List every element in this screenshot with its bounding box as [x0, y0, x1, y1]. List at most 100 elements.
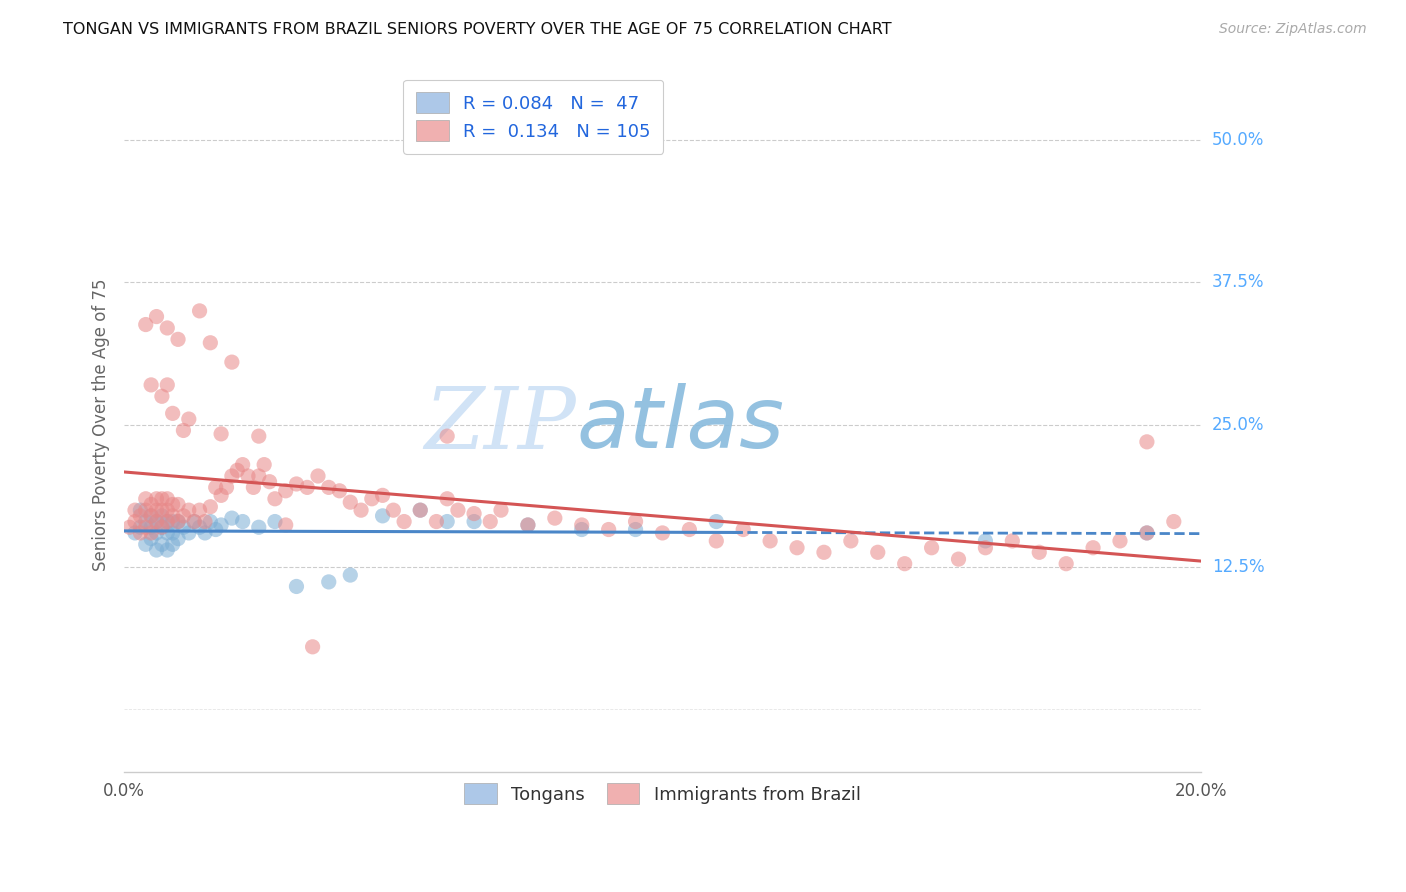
- Point: [129, 503, 152, 517]
- Point: [1163, 515, 1185, 529]
- Point: [839, 533, 862, 548]
- Point: [786, 541, 808, 555]
- Point: [893, 557, 915, 571]
- Point: [247, 520, 270, 534]
- Point: [479, 515, 502, 529]
- Point: [301, 640, 323, 654]
- Point: [425, 515, 447, 529]
- Point: [678, 523, 700, 537]
- Point: [274, 483, 297, 498]
- Text: atlas: atlas: [576, 384, 785, 467]
- Point: [156, 321, 179, 335]
- Point: [221, 355, 243, 369]
- Point: [150, 537, 173, 551]
- Point: [209, 518, 232, 533]
- Point: [177, 503, 200, 517]
- Point: [209, 426, 232, 441]
- Point: [162, 537, 184, 551]
- Point: [167, 515, 190, 529]
- Point: [135, 318, 157, 332]
- Point: [183, 515, 205, 529]
- Point: [162, 508, 184, 523]
- Point: [150, 520, 173, 534]
- Point: [318, 480, 340, 494]
- Point: [139, 508, 162, 523]
- Point: [1136, 525, 1159, 540]
- Point: [598, 523, 620, 537]
- Point: [516, 518, 538, 533]
- Point: [247, 429, 270, 443]
- Point: [409, 503, 432, 517]
- Point: [145, 503, 167, 517]
- Point: [544, 511, 567, 525]
- Point: [156, 543, 179, 558]
- Text: 25.0%: 25.0%: [1212, 416, 1264, 434]
- Point: [215, 480, 238, 494]
- Point: [339, 495, 361, 509]
- Point: [177, 412, 200, 426]
- Point: [274, 518, 297, 533]
- Point: [285, 477, 308, 491]
- Point: [242, 480, 264, 494]
- Point: [436, 429, 458, 443]
- Point: [156, 378, 179, 392]
- Point: [162, 498, 184, 512]
- Point: [129, 520, 152, 534]
- Point: [921, 541, 943, 555]
- Point: [124, 525, 146, 540]
- Point: [150, 503, 173, 517]
- Point: [129, 525, 152, 540]
- Text: TONGAN VS IMMIGRANTS FROM BRAZIL SENIORS POVERTY OVER THE AGE OF 75 CORRELATION : TONGAN VS IMMIGRANTS FROM BRAZIL SENIORS…: [63, 22, 891, 37]
- Point: [150, 491, 173, 506]
- Point: [232, 458, 254, 472]
- Point: [200, 500, 222, 514]
- Point: [1054, 557, 1077, 571]
- Point: [135, 491, 157, 506]
- Point: [139, 525, 162, 540]
- Point: [733, 523, 755, 537]
- Point: [463, 515, 485, 529]
- Point: [339, 568, 361, 582]
- Point: [1136, 525, 1159, 540]
- Point: [139, 378, 162, 392]
- Point: [948, 552, 970, 566]
- Point: [172, 508, 194, 523]
- Point: [145, 491, 167, 506]
- Point: [194, 515, 217, 529]
- Point: [436, 515, 458, 529]
- Point: [145, 525, 167, 540]
- Y-axis label: Seniors Poverty Over the Age of 75: Seniors Poverty Over the Age of 75: [93, 278, 110, 571]
- Point: [571, 518, 593, 533]
- Point: [124, 503, 146, 517]
- Point: [162, 406, 184, 420]
- Point: [447, 503, 470, 517]
- Point: [139, 498, 162, 512]
- Point: [167, 498, 190, 512]
- Point: [156, 491, 179, 506]
- Point: [145, 543, 167, 558]
- Point: [194, 525, 217, 540]
- Point: [188, 503, 211, 517]
- Point: [156, 515, 179, 529]
- Point: [264, 491, 287, 506]
- Point: [156, 515, 179, 529]
- Point: [172, 520, 194, 534]
- Text: 12.5%: 12.5%: [1212, 558, 1264, 576]
- Point: [129, 508, 152, 523]
- Point: [118, 520, 141, 534]
- Point: [139, 532, 162, 546]
- Point: [200, 335, 222, 350]
- Point: [1136, 434, 1159, 449]
- Point: [150, 389, 173, 403]
- Point: [183, 515, 205, 529]
- Point: [382, 503, 405, 517]
- Point: [188, 304, 211, 318]
- Point: [204, 480, 226, 494]
- Point: [1081, 541, 1104, 555]
- Point: [135, 503, 157, 517]
- Point: [704, 533, 727, 548]
- Point: [1001, 533, 1024, 548]
- Point: [1028, 545, 1050, 559]
- Point: [253, 458, 276, 472]
- Point: [307, 469, 329, 483]
